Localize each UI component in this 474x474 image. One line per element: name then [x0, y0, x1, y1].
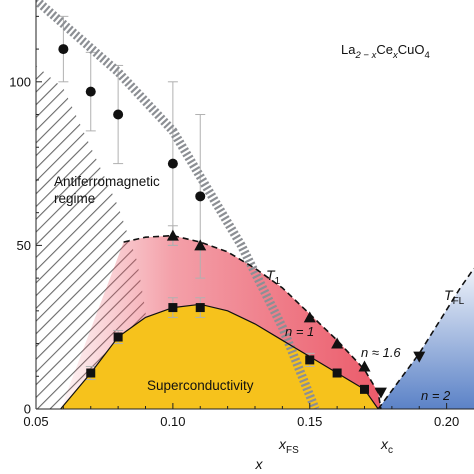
x-axis-title: x	[255, 456, 264, 472]
data-point-square	[113, 332, 123, 342]
data-point-triangle-down	[413, 351, 426, 363]
superconducting-dome	[60, 304, 379, 409]
xfs-crossover-band	[36, 0, 320, 409]
x-tick-label: 0.20	[434, 414, 459, 429]
data-point-circle	[113, 109, 124, 120]
data-point-square	[195, 303, 205, 313]
data-point-square	[305, 355, 315, 365]
y-tick-label: 50	[17, 238, 31, 253]
xfs-label: xFS	[278, 436, 299, 456]
t1-dashed-line	[123, 234, 382, 409]
data-point-circle	[167, 158, 178, 169]
x-tick-label: 0.10	[160, 414, 185, 429]
axes: 0 50 100 0.05 0.10 0.15 0.20	[9, 0, 474, 429]
afm-label-line2: regime	[54, 191, 95, 206]
fermi-liquid-blue-region	[378, 268, 474, 409]
n16-label: n ≈ 1.6	[361, 345, 401, 360]
data-point-triangle-down	[374, 387, 387, 399]
sc-label: Superconductivity	[147, 378, 254, 393]
data-markers	[58, 44, 426, 399]
x-tick-label: 0.05	[23, 414, 48, 429]
y-tick-label: 100	[9, 74, 31, 89]
t1-label: T1	[266, 267, 281, 287]
data-point-triangle-up	[303, 311, 316, 323]
compound-formula: La2 − xCexCuO4	[341, 42, 430, 61]
n2-label: n = 2	[421, 388, 451, 403]
data-point-triangle-up	[166, 229, 179, 241]
xc-label: xc	[380, 436, 393, 456]
phase-regions	[36, 65, 474, 409]
data-point-triangle-up	[194, 239, 207, 251]
data-point-square	[332, 368, 342, 378]
afm-label-line1: Antiferromagnetic	[54, 174, 160, 189]
tfl-label: TFL	[444, 287, 465, 307]
data-point-circle	[58, 44, 69, 55]
data-point-triangle-up	[331, 337, 344, 349]
data-point-triangle-up	[358, 360, 371, 372]
data-point-square	[360, 384, 369, 394]
tfl-dashed-line	[377, 267, 474, 409]
y-tick-label: 0	[24, 402, 31, 417]
data-point-square	[86, 368, 96, 378]
data-point-square	[168, 303, 178, 313]
t1-red-region	[60, 235, 381, 409]
data-point-circle	[85, 86, 96, 97]
data-point-circle	[195, 191, 206, 202]
n1-label: n = 1	[285, 324, 314, 339]
x-tick-label: 0.15	[297, 414, 322, 429]
